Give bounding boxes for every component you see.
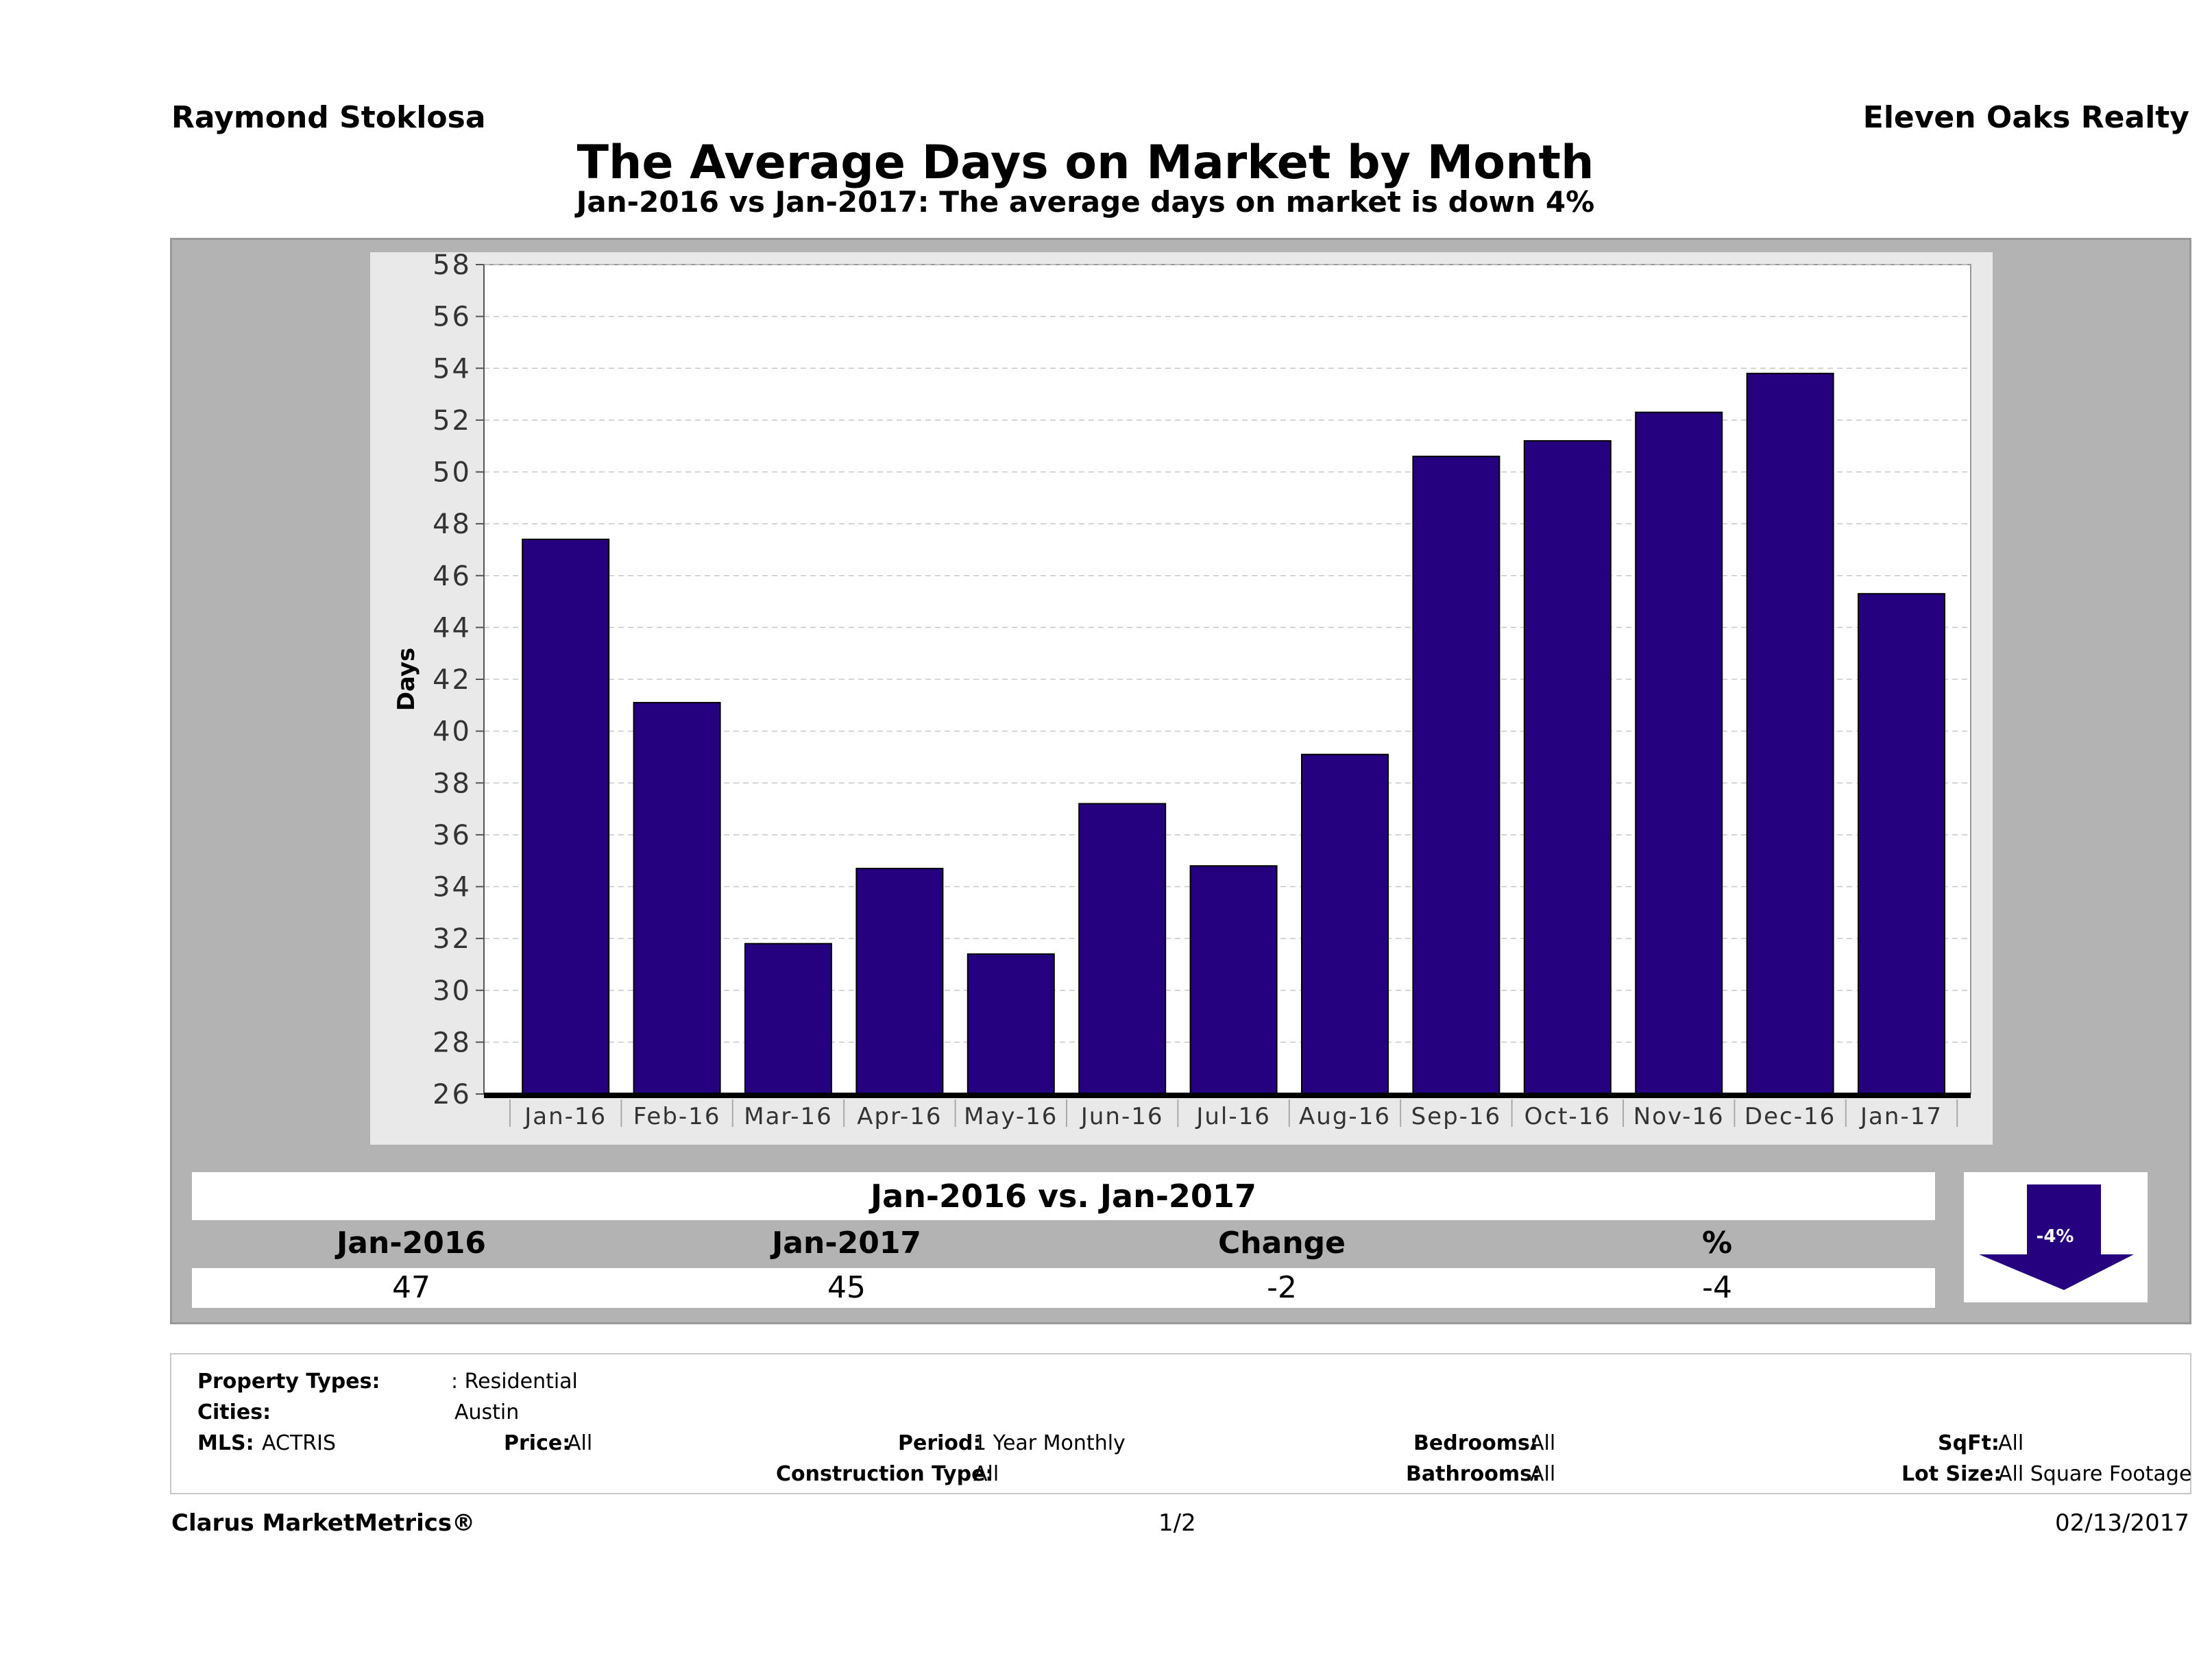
- price-value: All: [567, 1431, 593, 1455]
- y-tick-label: 42: [433, 664, 472, 696]
- y-tick-label: 26: [433, 1079, 472, 1110]
- header-jan-2016: Jan-2016: [336, 1226, 487, 1261]
- bar-jun-16: [1078, 803, 1167, 1095]
- bar-jul-16: [1189, 865, 1278, 1095]
- bar-apr-16: [855, 868, 944, 1095]
- y-tick-label: 50: [433, 457, 472, 489]
- comparison-value-row: 47 45 -2 -4: [192, 1268, 1935, 1308]
- brokerage-name: Eleven Oaks Realty: [1862, 100, 2189, 135]
- sqft-label: SqFt:: [1938, 1431, 2000, 1455]
- bedrooms-label: Bedrooms:: [1413, 1431, 1538, 1455]
- bar-aug-16: [1301, 753, 1389, 1095]
- price-label: Price:: [504, 1431, 571, 1455]
- report-title: The Average Days on Market by Month: [576, 136, 1594, 190]
- y-tick-label: 34: [433, 872, 472, 903]
- y-tick-label: 28: [433, 1027, 472, 1058]
- construction-type-label: Construction Type:: [776, 1462, 994, 1486]
- change-indicator: -4%: [1964, 1172, 2148, 1302]
- down-arrow-icon: -4%: [1979, 1184, 2134, 1290]
- x-tick-label: Feb-16: [633, 1103, 721, 1130]
- comparison-header-row: Jan-2016 Jan-2017 Change %: [192, 1223, 1935, 1264]
- bar-sep-16: [1412, 455, 1500, 1095]
- cities-label: Cities:: [197, 1400, 271, 1424]
- y-tick-label: 32: [433, 923, 472, 955]
- value-change: -2: [1267, 1270, 1297, 1305]
- footer-date: 02/13/2017: [2055, 1509, 2189, 1537]
- y-tick-label: 52: [433, 405, 472, 437]
- header-change: Change: [1218, 1226, 1346, 1261]
- x-tick-label: Oct-16: [1524, 1103, 1611, 1130]
- sqft-value: All: [1998, 1431, 2024, 1455]
- y-axis-label: Days: [393, 648, 420, 712]
- y-tick-label: 48: [433, 509, 472, 540]
- x-tick-label: Jul-16: [1195, 1103, 1271, 1130]
- bedrooms-value: All: [1530, 1431, 1556, 1455]
- bar-oct-16: [1523, 440, 1612, 1095]
- value-percent: -4: [1702, 1270, 1732, 1305]
- report-subtitle: Jan-2016 vs Jan-2017: The average days o…: [576, 185, 1595, 219]
- y-tick-label: 36: [433, 820, 472, 851]
- x-tick-label: Apr-16: [857, 1103, 942, 1130]
- filter-panel: Property Types: : Residential Cities: Au…: [170, 1353, 2191, 1494]
- y-tick-label: 44: [433, 612, 472, 644]
- cities-value: Austin: [454, 1400, 520, 1424]
- x-tick-label: Aug-16: [1299, 1103, 1391, 1130]
- y-tick-label: 56: [433, 302, 472, 333]
- x-tick-label: Jun-16: [1080, 1103, 1164, 1130]
- bar-mar-16: [744, 943, 832, 1095]
- y-tick-label: 58: [433, 252, 472, 281]
- y-tick-label: 46: [433, 561, 472, 592]
- bathrooms-value: All: [1530, 1462, 1556, 1486]
- footer-brand: Clarus MarketMetrics®: [171, 1509, 476, 1537]
- bar-nov-16: [1635, 411, 1723, 1095]
- value-jan-2017: 45: [827, 1270, 866, 1305]
- mls-label: MLS:: [197, 1431, 254, 1455]
- x-tick-label: Nov-16: [1633, 1103, 1725, 1130]
- x-tick-label: Jan-17: [1859, 1103, 1943, 1130]
- mls-value: ACTRIS: [262, 1431, 337, 1455]
- x-tick-label: Dec-16: [1745, 1103, 1836, 1130]
- lot-size-value: All Square Footage: [1998, 1462, 2192, 1486]
- period-label: Period:: [898, 1431, 982, 1455]
- agent-name: Raymond Stoklosa: [171, 100, 486, 135]
- property-types-label: Property Types:: [197, 1370, 380, 1394]
- header-jan-2017: Jan-2017: [771, 1226, 922, 1261]
- header-percent: %: [1701, 1226, 1733, 1261]
- y-tick-label: 38: [433, 768, 472, 799]
- x-tick-label: Mar-16: [744, 1103, 833, 1130]
- bar-may-16: [967, 953, 1055, 1095]
- y-tick-label: 40: [433, 716, 472, 748]
- value-jan-2016: 47: [392, 1270, 430, 1305]
- x-tick-label: Jan-16: [523, 1103, 607, 1130]
- lot-size-label: Lot Size:: [1901, 1462, 2002, 1486]
- bar-jan-17: [1858, 593, 1945, 1095]
- indicator-label: -4%: [2037, 1226, 2074, 1247]
- property-types-value: : Residential: [451, 1370, 578, 1394]
- chart-panel: 26 28 30 32 34 36 38 40 42 44 46 48 50 52 54 56 58 Days Ja…: [370, 252, 1993, 1145]
- comparison-table: Jan-2016 vs. Jan-2017 Jan-2016 Jan-2017 …: [192, 1172, 1935, 1309]
- bathrooms-label: Bathrooms:: [1406, 1462, 1540, 1486]
- bar-jan-16: [522, 538, 610, 1095]
- y-tick-label: 30: [433, 975, 472, 1007]
- period-value: 1 Year Monthly: [973, 1431, 1126, 1455]
- bar-dec-16: [1746, 372, 1834, 1095]
- footer-page-number: 1/2: [1158, 1509, 1196, 1537]
- bar-feb-16: [633, 702, 721, 1095]
- construction-type-value: All: [973, 1462, 999, 1486]
- x-tick-label: May-16: [964, 1103, 1058, 1130]
- x-tick-label: Sep-16: [1411, 1103, 1502, 1130]
- bar-chart: 26 28 30 32 34 36 38 40 42 44 46 48 50 52 54 56 58 Days Ja…: [393, 252, 1971, 1130]
- y-tick-label: 54: [433, 353, 472, 385]
- comparison-heading: Jan-2016 vs. Jan-2017: [192, 1172, 1935, 1220]
